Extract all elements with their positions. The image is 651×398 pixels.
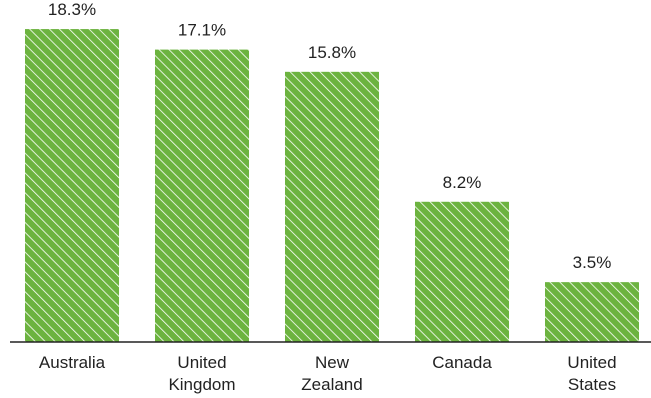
value-label-0: 18.3% [48, 0, 96, 19]
category-labels-layer: Australia United Kingdom New Zealand Canada Un… [39, 353, 617, 394]
category-label-1: United Kingdom [168, 353, 235, 394]
bars-layer [25, 29, 639, 343]
category-label-0: Australia [39, 353, 106, 372]
value-label-2: 15.8% [308, 43, 356, 62]
bar-3 [415, 201, 509, 342]
bar-4 [545, 282, 639, 342]
bar-2 [285, 71, 379, 342]
value-labels-layer: 18.3% 17.1% 15.8% 8.2% 3.5% [48, 0, 611, 272]
bar-0 [25, 29, 119, 342]
category-label-3: Canada [432, 353, 492, 372]
bar-1 [155, 49, 249, 343]
value-label-1: 17.1% [178, 21, 226, 40]
category-label-2: New Zealand [301, 353, 362, 394]
value-label-3: 8.2% [443, 173, 482, 192]
value-label-4: 3.5% [573, 253, 612, 272]
category-label-4: United States [567, 353, 616, 394]
